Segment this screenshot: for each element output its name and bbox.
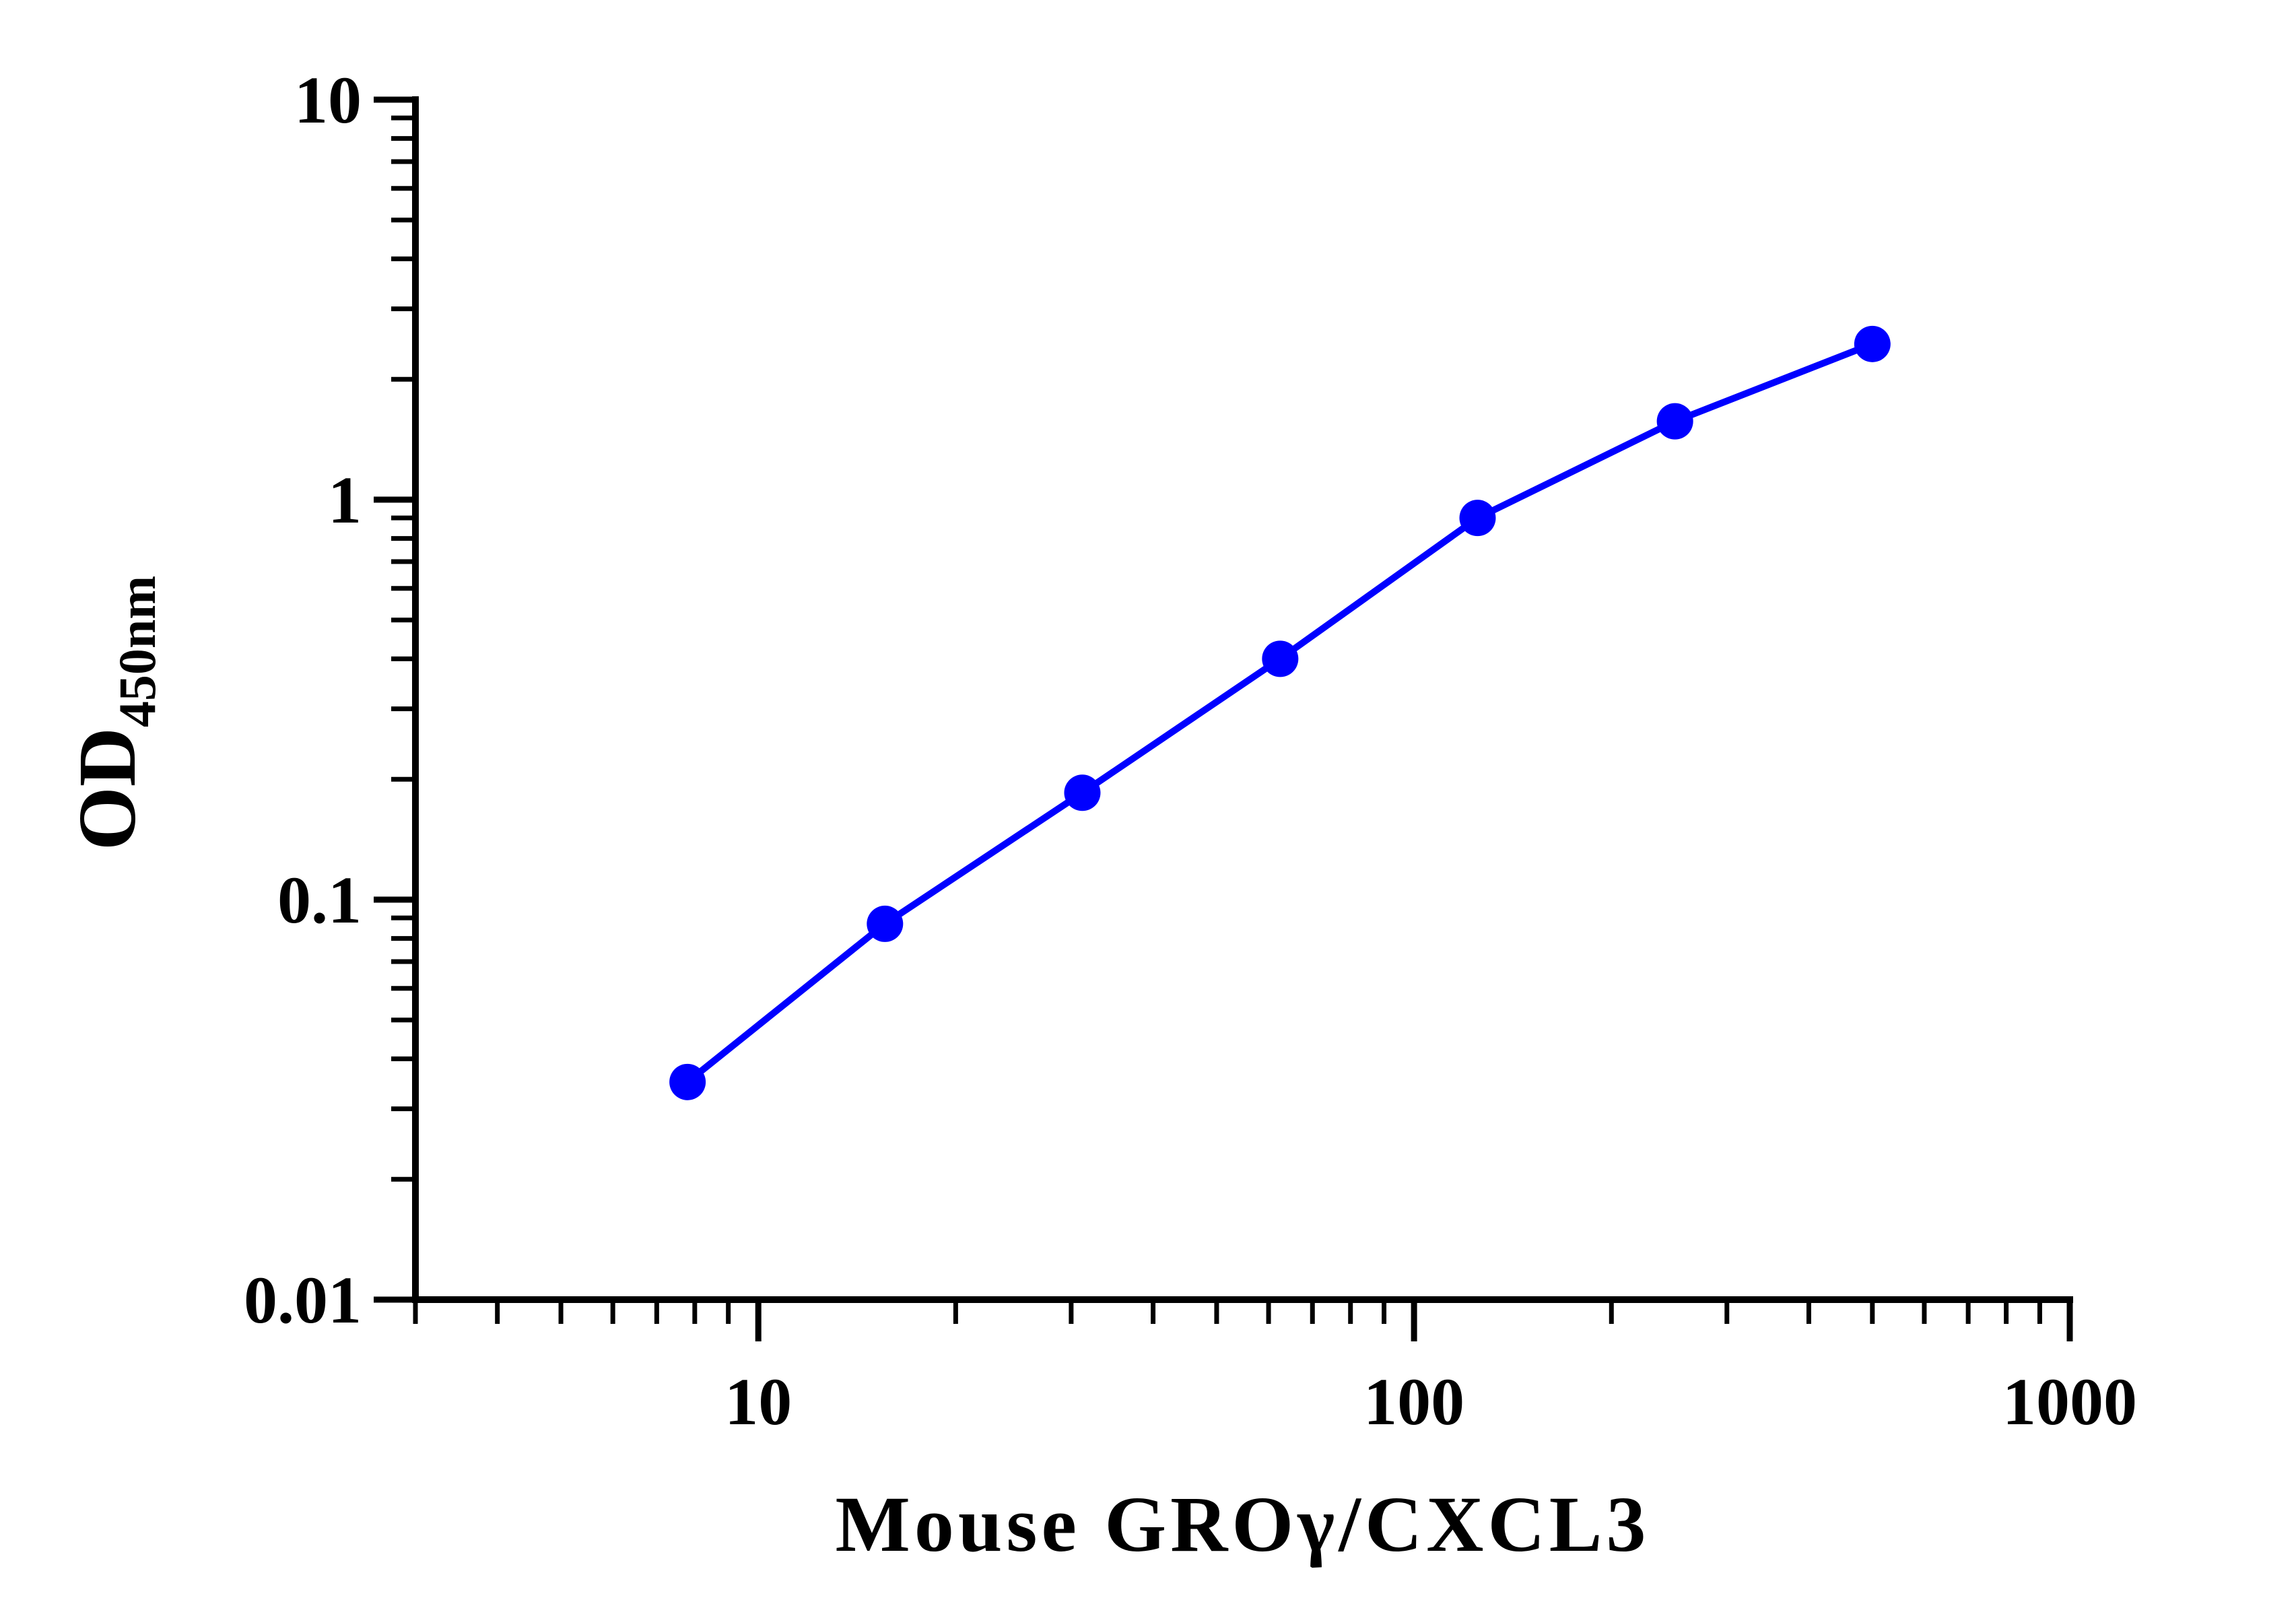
y-tick-label: 0.1 xyxy=(277,863,362,937)
series-layer xyxy=(669,325,1891,1100)
y-axis-title-subscript: 450nm xyxy=(108,576,166,727)
data-point xyxy=(867,905,904,942)
data-point xyxy=(1459,500,1496,537)
x-tick-label: 10 xyxy=(724,1364,792,1439)
y-tick-label: 10 xyxy=(294,63,362,137)
y-axis-title-main: OD xyxy=(62,727,153,850)
y-axis-ticks: 0.01 0.1 1 10 xyxy=(244,63,415,1337)
y-axis-title: OD450nm xyxy=(62,576,166,850)
data-point xyxy=(669,1063,706,1100)
x-axis-ticks: 10 100 1000 xyxy=(413,1300,2137,1439)
x-axis-title: Mouse GROγ/CXCL3 xyxy=(836,1480,1650,1568)
y-tick-label: 0.01 xyxy=(244,1263,362,1337)
series-line xyxy=(685,341,1874,1085)
data-point xyxy=(1064,774,1101,811)
x-tick-label: 100 xyxy=(1363,1364,1464,1439)
data-point xyxy=(1262,640,1299,677)
y-tick-label: 1 xyxy=(328,463,362,537)
axes: 0.01 0.1 1 10 10 100 1000 xyxy=(244,63,2137,1439)
x-tick-label: 1000 xyxy=(2002,1364,2137,1439)
data-point xyxy=(1854,325,1891,362)
data-point xyxy=(1656,403,1693,440)
